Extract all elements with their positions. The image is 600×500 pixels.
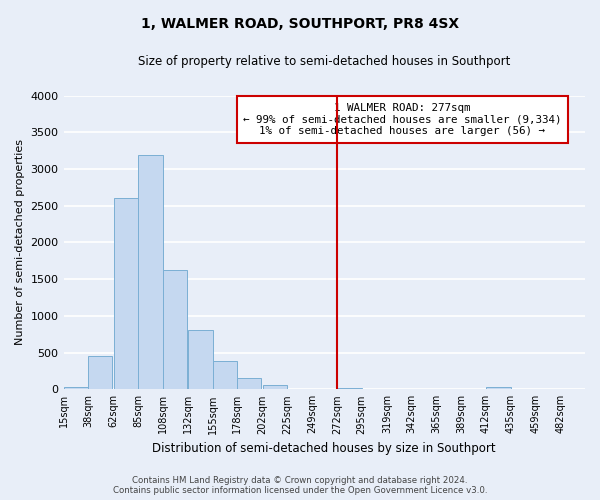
Text: 1 WALMER ROAD: 277sqm
← 99% of semi-detached houses are smaller (9,334)
1% of se: 1 WALMER ROAD: 277sqm ← 99% of semi-deta… <box>243 103 562 136</box>
Text: Contains HM Land Registry data © Crown copyright and database right 2024.
Contai: Contains HM Land Registry data © Crown c… <box>113 476 487 495</box>
Bar <box>163 270 187 390</box>
Bar <box>337 388 362 390</box>
Bar <box>188 330 212 390</box>
Bar <box>88 356 112 390</box>
Y-axis label: Number of semi-detached properties: Number of semi-detached properties <box>15 140 25 346</box>
Bar <box>138 155 163 390</box>
Bar <box>287 388 311 390</box>
Bar <box>113 198 138 390</box>
Bar <box>212 360 237 390</box>
Text: 1, WALMER ROAD, SOUTHPORT, PR8 4SX: 1, WALMER ROAD, SOUTHPORT, PR8 4SX <box>141 18 459 32</box>
Bar <box>64 387 88 390</box>
Bar <box>263 385 287 390</box>
Bar <box>237 378 262 390</box>
Title: Size of property relative to semi-detached houses in Southport: Size of property relative to semi-detach… <box>138 55 511 68</box>
X-axis label: Distribution of semi-detached houses by size in Southport: Distribution of semi-detached houses by … <box>152 442 496 455</box>
Bar <box>486 387 511 390</box>
